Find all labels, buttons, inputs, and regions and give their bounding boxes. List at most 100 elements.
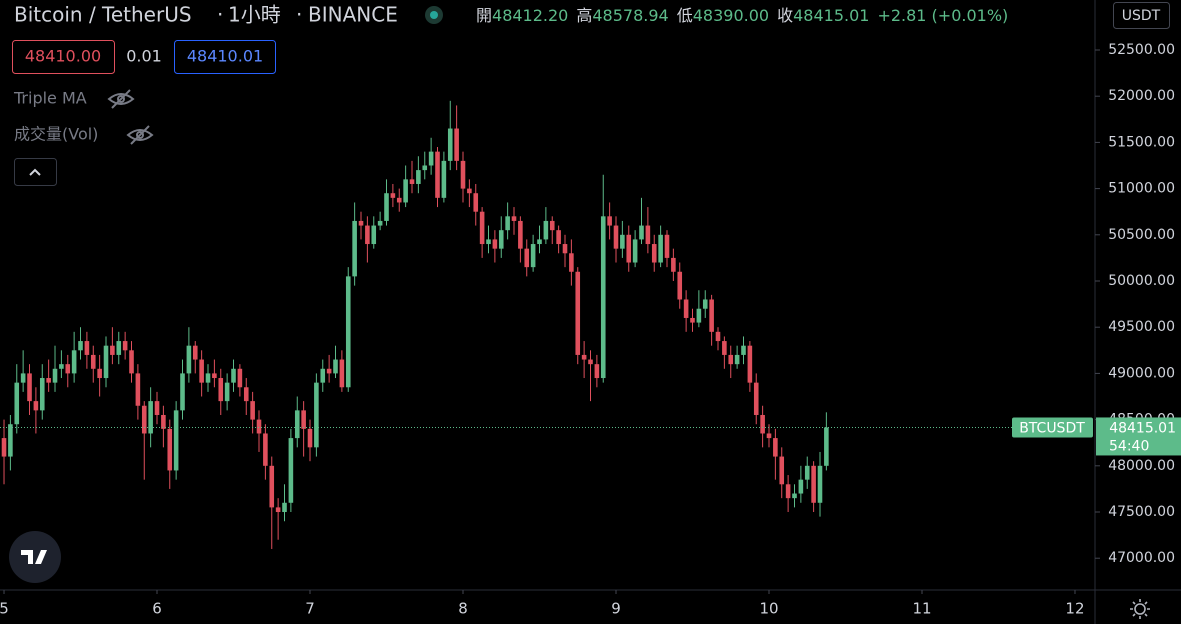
candle-body <box>59 364 64 369</box>
candle-body <box>320 368 326 383</box>
y-tick-label: 50500.00 <box>1108 227 1175 243</box>
candle-body <box>817 465 823 503</box>
candle-body <box>613 225 619 249</box>
candle-body <box>122 341 128 351</box>
candle-body <box>148 401 153 434</box>
indicator[interactable]: 成交量(Vol) <box>14 125 98 144</box>
candle-body <box>505 216 510 231</box>
buy-button[interactable] <box>174 40 276 74</box>
x-tick-label: 10 <box>759 600 778 618</box>
candle-body <box>263 433 268 466</box>
y-tick-label: 51500.00 <box>1108 134 1175 150</box>
candle-body <box>600 216 606 379</box>
interval[interactable]: 1小時 <box>228 3 281 27</box>
candle-body <box>792 493 797 499</box>
candle-body <box>46 378 51 383</box>
candle-body <box>715 331 721 342</box>
spread: 0.01 <box>126 47 162 66</box>
sell-price: 48410.00 <box>25 47 101 66</box>
candle-body <box>224 382 230 402</box>
candle-body <box>154 401 160 415</box>
exchange: BINANCE <box>308 3 398 27</box>
x-tick-label: 7 <box>305 600 315 618</box>
y-tick-label: 52000.00 <box>1108 88 1175 104</box>
ohlc-value: 48578.94 <box>592 6 668 25</box>
candle-body <box>747 345 753 383</box>
logo[interactable] <box>9 531 61 583</box>
candle-body <box>161 414 166 429</box>
candle-body <box>639 225 644 240</box>
candle-body <box>301 410 306 429</box>
candle-body <box>518 220 523 249</box>
candle-body <box>390 193 396 198</box>
candle-body <box>65 364 71 374</box>
candle-body <box>231 368 236 383</box>
candle-body <box>103 345 109 379</box>
candle-body <box>205 373 211 383</box>
ohlc-label: 開 <box>476 6 492 25</box>
candle-body <box>352 220 357 277</box>
candle-body <box>186 345 192 374</box>
price-tag: BTCUSDT <box>1019 420 1085 436</box>
indicator[interactable]: Triple MA <box>13 89 87 108</box>
sell-button[interactable] <box>12 40 115 74</box>
settings-icon[interactable] <box>1130 599 1150 619</box>
candle-body <box>741 345 746 355</box>
logo-mark <box>21 550 47 564</box>
x-tick-label: 12 <box>1065 600 1084 618</box>
candle-body <box>549 220 555 231</box>
change: +2.81 (+0.01%) <box>877 6 1008 25</box>
candle-body <box>288 438 294 503</box>
x-tick-label: 8 <box>458 600 468 618</box>
ohlc-value: 48412.20 <box>492 6 568 25</box>
candle-body <box>97 368 102 379</box>
candle-body <box>326 368 332 374</box>
separator: · <box>217 3 223 27</box>
last-price-label: 48415.01 <box>1109 420 1176 436</box>
candle-body <box>651 244 657 263</box>
last-price-box <box>1096 417 1181 456</box>
ohlc-label: 低 <box>677 6 693 25</box>
x-tick-label: 11 <box>912 600 931 618</box>
candle-body <box>422 165 428 171</box>
y-tick-label: 49500.00 <box>1108 319 1175 335</box>
candle-body <box>702 299 708 309</box>
candle-body <box>479 211 485 245</box>
candle-body <box>307 428 313 448</box>
currency-button[interactable] <box>1113 2 1170 29</box>
candle-body <box>435 151 440 198</box>
candle-body <box>588 359 593 365</box>
ohlc-values: 開48412.20 高48578.94 低48390.00 收48415.01 +2.8… <box>476 6 1008 25</box>
candle-body <box>269 465 275 508</box>
currency: USDT <box>1122 8 1161 24</box>
candle-body <box>486 239 491 245</box>
candle-body <box>282 502 287 513</box>
candle-body <box>141 405 147 434</box>
ohlc-value: 48415.01 <box>793 6 869 25</box>
candle-body <box>377 220 383 226</box>
candle-body <box>371 225 377 245</box>
candle-body <box>167 428 173 471</box>
candle-body <box>71 350 77 374</box>
hidden-icon[interactable] <box>107 89 135 109</box>
candle-body <box>84 341 90 355</box>
candle-body <box>760 414 765 434</box>
candle-body <box>33 401 39 411</box>
x-tick-label: 6 <box>152 600 162 618</box>
candle-body <box>607 216 612 226</box>
candle-body <box>180 373 185 411</box>
buy-price: 48410.01 <box>187 47 263 66</box>
candle-body <box>492 239 498 249</box>
x-tick-label: 9 <box>611 600 621 618</box>
candle-body <box>275 507 281 513</box>
candle-body <box>339 359 345 388</box>
candle-body <box>409 179 415 184</box>
candle-body <box>314 382 319 448</box>
collapse-button[interactable] <box>14 158 57 186</box>
candle-body <box>594 364 600 379</box>
candle-body <box>569 253 574 272</box>
candle-body <box>129 350 134 374</box>
hidden-icon[interactable] <box>126 125 154 145</box>
candle-body <box>664 234 670 258</box>
candle-body <box>27 373 32 402</box>
